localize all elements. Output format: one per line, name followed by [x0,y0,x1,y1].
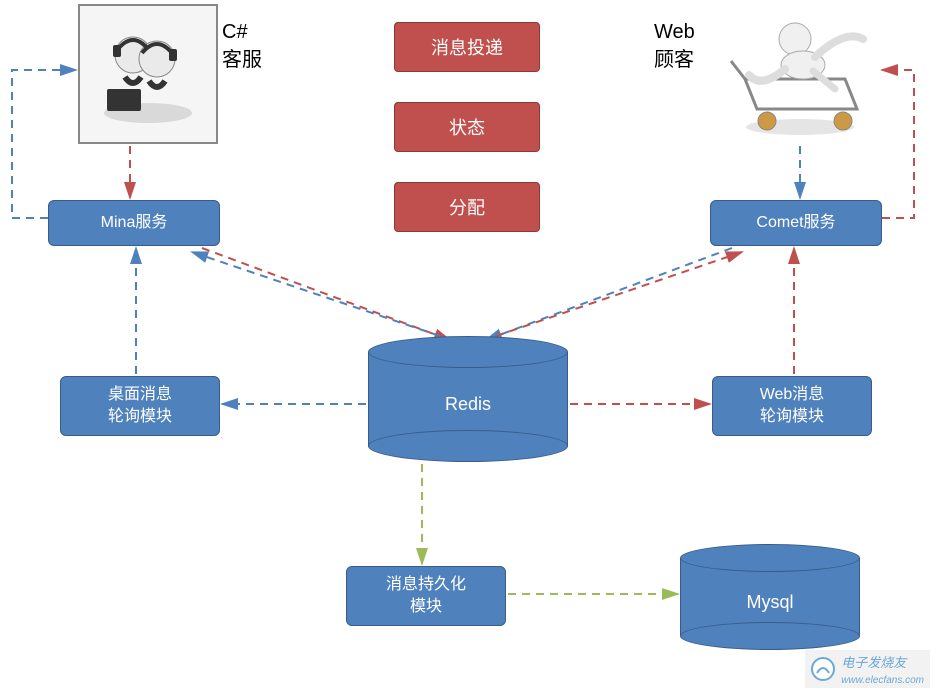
comet-service-box: Comet服务 [710,200,882,246]
desktop-polling-box: 桌面消息 轮询模块 [60,376,220,436]
web-label-line2: 顾客 [654,49,694,71]
edge-redis-to-comet [496,252,742,336]
web-polling-box: Web消息 轮询模块 [712,376,872,436]
mina-service-box: Mina服务 [48,200,220,246]
desktop-polling-label: 桌面消息 轮询模块 [108,384,172,429]
msg-delivery-box: 消息投递 [394,22,540,72]
comet-service-label: Comet服务 [756,212,835,234]
msg-delivery-label: 消息投递 [431,34,503,60]
allocation-label: 分配 [449,194,485,220]
edge-mina-to-redis [202,248,450,340]
web-customer-image [720,4,880,144]
web-label: Web 顾客 [654,18,695,74]
csharp-label-line1: C# [222,21,248,43]
status-box: 状态 [394,102,540,152]
edge-comet-to-redis [486,248,732,340]
allocation-box: 分配 [394,182,540,232]
csharp-agent-image [78,4,218,144]
redis-cylinder: Redis [368,336,568,462]
web-polling-label: Web消息 轮询模块 [760,384,825,429]
mina-service-label: Mina服务 [101,212,168,234]
web-label-line1: Web [654,21,695,43]
csharp-label-line2: 客服 [222,49,262,71]
status-label: 状态 [449,114,485,140]
persistence-box: 消息持久化 模块 [346,566,506,626]
redis-label: Redis [368,394,568,415]
watermark: 电子发烧友 www.elecfans.com [805,650,930,688]
persistence-label: 消息持久化 模块 [386,574,466,619]
mysql-cylinder: Mysql [680,544,860,650]
mysql-label: Mysql [680,592,860,613]
watermark-icon [811,657,835,681]
edge-mina-to-agent-left [12,70,76,218]
edge-comet-to-customer-right [882,70,914,218]
csharp-label: C# 客服 [222,18,262,74]
watermark-text: 电子发烧友 www.elecfans.com [841,652,924,686]
edge-redis-to-mina [192,252,440,336]
